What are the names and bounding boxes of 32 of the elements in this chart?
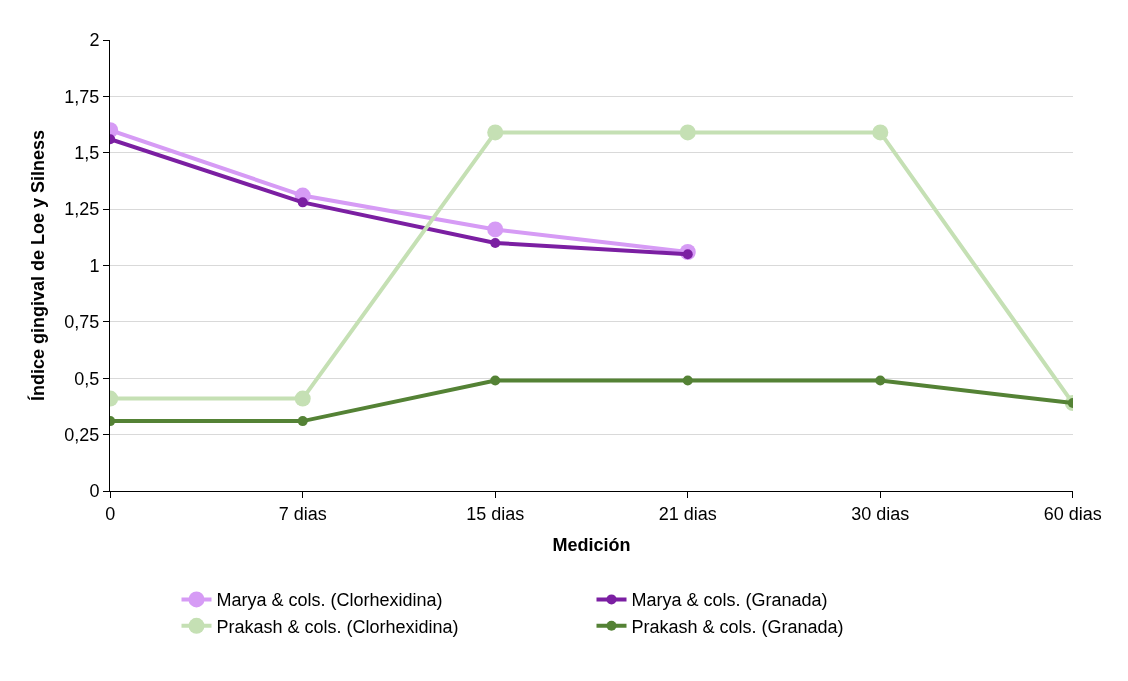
point [682,375,693,386]
y-tick-label: 1,75 [64,86,100,107]
x-tick-label: 7 dias [278,503,327,524]
legend-label: Prakash & cols. (Clorhexidina) [216,616,459,637]
y-tick-label: 1 [89,255,100,276]
y-tick-label: 0,25 [64,424,100,445]
y-tick-label: 2 [89,30,100,51]
x-axis-title: Medición [552,534,631,555]
point [297,197,308,208]
legend-label: Marya & cols. (Granada) [631,590,828,611]
point [875,375,886,386]
point [487,221,504,238]
x-tick-label: 60 dias [1043,503,1102,524]
point [490,237,501,248]
x-tick-label: 15 dias [466,503,525,524]
point [297,416,308,427]
point [490,375,501,386]
point [487,124,504,141]
y-tick-label: 1,5 [74,143,100,164]
legend-label: Marya & cols. (Clorhexidina) [216,590,443,611]
y-tick-label: 0 [89,481,100,502]
x-tick-label: 30 dias [851,503,910,524]
y-tick-label: 0,5 [74,368,100,389]
legend-label: Prakash & cols. (Granada) [631,616,844,637]
point [872,124,889,141]
x-tick-label: 0 [105,503,116,524]
y-tick-label: 0,75 [64,312,100,333]
x-tick-label: 21 dias [658,503,717,524]
point [679,124,696,141]
point [294,390,311,407]
y-tick-label: 1,25 [64,199,100,220]
y-axis-title: Índice gingival de Loe y Silness [26,129,48,402]
